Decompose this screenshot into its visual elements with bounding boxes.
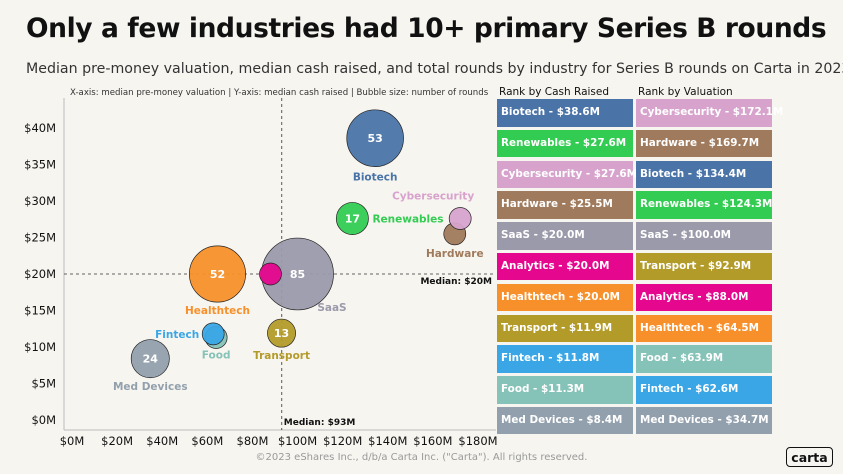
- bubble-renewables: [335, 202, 369, 235]
- carta-logo: carta: [786, 447, 833, 467]
- bubble-fintech: [201, 322, 225, 346]
- x-tick-label: $80M: [237, 434, 269, 448]
- rank-valuation-item: Healthtech - $64.5M: [636, 314, 772, 343]
- bubble-label: Transport: [253, 350, 310, 362]
- rank-valuation-heading: Rank by Valuation: [638, 86, 733, 98]
- bubble-value: 85: [290, 268, 305, 281]
- x-tick-label: $160M: [413, 434, 452, 448]
- x-tick-label: $140M: [368, 434, 407, 448]
- rank-valuation-item: Cybersecurity - $172.1M: [636, 99, 783, 127]
- x-tick-label: $100M: [278, 434, 317, 448]
- bubble-label: Hardware: [426, 248, 484, 260]
- bubble-transport: [267, 318, 296, 348]
- rank-cash-item: SaaS - $20.0M: [497, 222, 633, 250]
- bubble-value: 17: [345, 213, 360, 226]
- bubble-label: Fintech: [155, 329, 199, 341]
- bubble-value: 24: [143, 353, 159, 366]
- bubble-healthtech: [189, 245, 246, 303]
- rank-cash-item: Analytics - $20.0M: [497, 252, 633, 281]
- x-tick-label: $180M: [458, 434, 497, 448]
- x-tick-label: $60M: [191, 434, 223, 448]
- rank-cash-item: Hardware - $25.5M: [497, 191, 633, 219]
- y-tick-label: $30M: [24, 194, 56, 208]
- bubble-value: 52: [210, 268, 225, 281]
- bubble-label: Med Devices: [113, 381, 188, 393]
- y-tick-label: $25M: [24, 231, 56, 245]
- bubble-value: 53: [367, 132, 382, 145]
- rank-cash-item: Healthtech - $20.0M: [497, 283, 633, 312]
- y-tick-label: $20M: [24, 267, 56, 281]
- bubble-cybersecurity: [448, 207, 472, 230]
- bubble-label: Healthtech: [185, 305, 250, 317]
- bubble-label: SaaS: [317, 302, 346, 314]
- rank-cash-item: Biotech - $38.6M: [497, 99, 633, 127]
- rank-cash-item: Renewables - $27.6M: [497, 129, 633, 158]
- bubble-label: Cybersecurity: [392, 191, 474, 203]
- rank-cash-heading: Rank by Cash Raised: [499, 86, 610, 98]
- rank-valuation-item: Fintech - $62.6M: [636, 376, 772, 404]
- bubble-biotech: [346, 109, 404, 167]
- page-title: Only a few industries had 10+ primary Se…: [26, 13, 827, 44]
- bubble-label: Biotech: [353, 172, 398, 184]
- rank-valuation-item: Med Devices - $34.7M: [636, 406, 772, 435]
- rank-cash-item: Food - $11.3M: [497, 376, 633, 404]
- rank-cash-item: Fintech - $11.8M: [497, 345, 633, 373]
- bubble-value: 13: [274, 327, 289, 340]
- bubble-label: Food: [202, 350, 231, 362]
- x-tick-label: $0M: [60, 434, 85, 448]
- rank-cash-item: Transport - $11.9M: [497, 314, 633, 343]
- rank-valuation-item: Biotech - $134.4M: [636, 160, 772, 189]
- y-tick-label: $10M: [24, 340, 56, 354]
- rank-valuation-item: Renewables - $124.3M: [636, 191, 772, 219]
- rank-cash-item: Med Devices - $8.4M: [497, 406, 633, 435]
- median-x-label: Median: $93M: [284, 418, 356, 428]
- page-subtitle: Median pre-money valuation, median cash …: [26, 61, 843, 77]
- rank-valuation-item: Food - $63.9M: [636, 345, 772, 373]
- bubble-analytics: [259, 262, 282, 286]
- rank-valuation-item: SaaS - $100.0M: [636, 222, 772, 250]
- rank-valuation-item: Hardware - $169.7M: [636, 129, 772, 158]
- median-y-label: Median: $20M: [420, 277, 492, 287]
- x-tick-label: $20M: [101, 434, 133, 448]
- copyright-footer: ©2023 eShares Inc., d/b/a Carta Inc. ("C…: [255, 452, 588, 463]
- rank-cash-item: Cybersecurity - $27.6M: [497, 160, 637, 189]
- y-tick-label: $40M: [24, 121, 56, 135]
- chart-note: X-axis: median pre-money valuation | Y-a…: [70, 88, 489, 98]
- bubble-label: Renewables: [372, 214, 443, 226]
- rank-valuation-item: Transport - $92.9M: [636, 252, 772, 281]
- y-tick-label: $5M: [31, 377, 56, 391]
- rank-cash-list: Biotech - $38.6M Renewables - $27.6M Cyber…: [497, 99, 637, 438]
- rank-valuation-list: Cybersecurity - $172.1M Hardware - $169.7…: [636, 99, 783, 438]
- x-tick-label: $120M: [323, 434, 362, 448]
- y-tick-label: $35M: [24, 158, 56, 172]
- x-tick-label: $40M: [146, 434, 178, 448]
- y-tick-label: $0M: [31, 413, 56, 427]
- y-tick-label: $15M: [24, 304, 56, 318]
- rank-valuation-item: Analytics - $88.0M: [636, 283, 772, 312]
- bubble-med-devices: [130, 339, 170, 379]
